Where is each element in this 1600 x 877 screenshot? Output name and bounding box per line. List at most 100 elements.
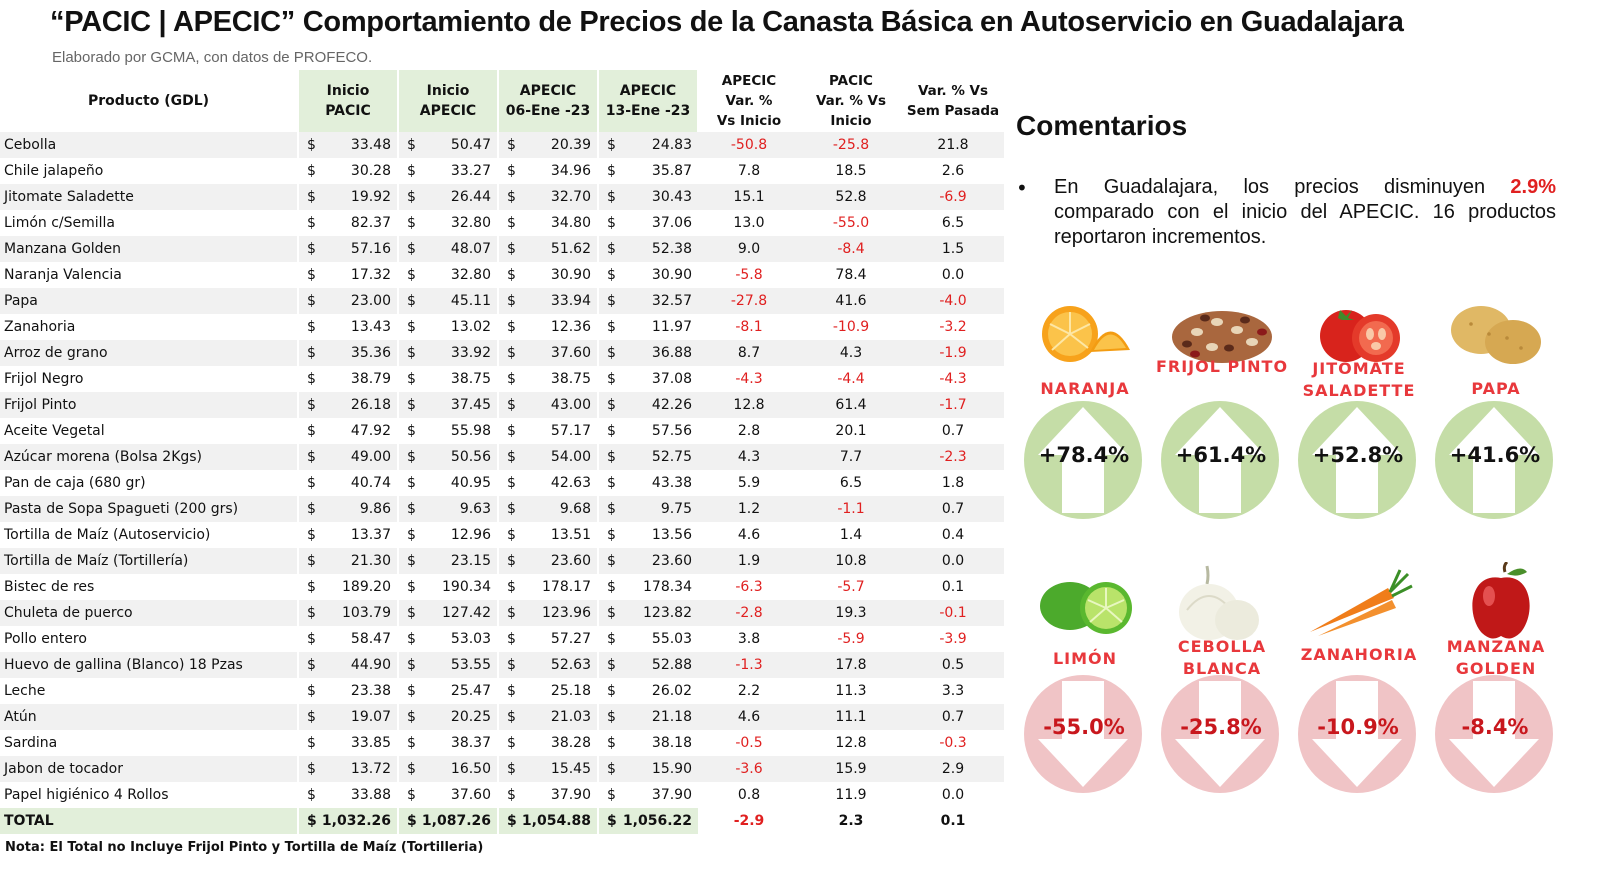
highlight-item: JITOMATE SALADETTE +52.8% [1294,0,1424,519]
percent-cell: 4.6 [698,522,800,548]
table-row: Tortilla de Maíz (Tortillería) $21.30 $23.… [0,548,1004,574]
price-cell: $25.18 [497,678,598,704]
currency-symbol: $ [307,423,316,439]
currency-symbol: $ [407,501,416,517]
currency-symbol: $ [407,423,416,439]
price-cell: $12.96 [397,522,498,548]
percent-cell: 6.5 [800,470,902,496]
price-amount: 47.92 [350,423,391,439]
product-cell: Arroz de grano [0,340,298,366]
price-cell: $9.63 [397,496,498,522]
price-amount: 30.90 [651,267,692,283]
price-amount: 57.27 [550,631,591,647]
price-cell: $17.32 [297,262,398,288]
price-value: $57.56 [599,418,698,444]
percent-cell: 19.3 [800,600,902,626]
price-cell: $58.47 [297,626,398,652]
table-row: Papa $23.00 $45.11 $33.94 $32.57 -27.8 41.6 -4.… [0,288,1004,314]
header-pacic-var: PACIC Var. % Vs Inicio [800,70,903,132]
price-amount: 52.75 [651,449,692,465]
price-value: $35.87 [599,158,698,184]
down-arrow-icon [1298,675,1416,793]
bullet-icon: • [1016,176,1028,200]
currency-symbol: $ [307,605,316,621]
percent-cell: 0.4 [902,522,1004,548]
price-amount: 15.45 [550,761,591,777]
highlight-value: -25.8% [1180,715,1262,739]
price-amount: 33.27 [450,163,491,179]
header-line: Var. % Vs [917,83,989,99]
currency-symbol: $ [407,397,416,413]
product-cell: Chile jalapeño [0,158,298,184]
price-cell: $13.56 [597,522,698,548]
price-amount: 12.36 [550,319,591,335]
table-body: Cebolla $33.48 $50.47 $20.39 $24.83 -50.8 -25.… [0,132,1004,834]
percent-cell: 7.7 [800,444,902,470]
price-amount: 1,056.22 [622,813,692,829]
table-row: Leche $23.38 $25.47 $25.18 $26.02 2.2 11.3 3.3 [0,678,1004,704]
price-value: $48.07 [399,236,497,262]
percent-cell: 0.1 [902,808,1004,834]
price-amount: 24.83 [651,137,692,153]
currency-symbol: $ [507,371,516,387]
price-amount: 40.95 [450,475,491,491]
price-amount: 25.47 [450,683,491,699]
price-cell: $9.86 [297,496,398,522]
percent-cell: 0.5 [902,652,1004,678]
price-value: $127.42 [399,600,497,626]
price-value: $19.07 [299,704,397,730]
price-amount: 37.90 [651,787,692,803]
header-line: Sem Pasada [906,103,1000,119]
price-value: $25.18 [499,678,597,704]
price-amount: 30.43 [651,189,692,205]
price-amount: 32.80 [450,215,491,231]
price-value: $37.45 [399,392,497,418]
price-amount: 52.63 [550,657,591,673]
price-amount: 30.90 [550,267,591,283]
price-value: $57.16 [299,236,397,262]
price-cell: $30.90 [597,262,698,288]
price-cell: $30.90 [497,262,598,288]
price-amount: 44.90 [350,657,391,673]
price-value: $13.37 [299,522,397,548]
currency-symbol: $ [607,371,616,387]
percent-cell: -5.8 [698,262,800,288]
price-value: $21.03 [499,704,597,730]
price-cell: $52.38 [597,236,698,262]
price-cell: $57.56 [597,418,698,444]
currency-symbol: $ [307,241,316,257]
percent-cell: 4.3 [698,444,800,470]
price-amount: 38.75 [550,371,591,387]
orange-icon [1030,292,1140,372]
price-cell: $23.15 [397,548,498,574]
currency-symbol: $ [507,813,517,829]
highlight-item: NARANJA +78.4% [1020,0,1150,519]
currency-symbol: $ [307,527,316,543]
total-row: TOTAL $1,032.26 $1,087.26 $1,054.88 $1,056.2… [0,808,1004,834]
price-amount: 21.18 [651,709,692,725]
price-cell: $32.70 [497,184,598,210]
table-row: Jitomate Saladette $19.92 $26.44 $32.70 $30.… [0,184,1004,210]
percent-cell: 13.0 [698,210,800,236]
price-cell: $1,056.22 [597,808,698,834]
percent-cell: -4.3 [698,366,800,392]
currency-symbol: $ [307,553,316,569]
price-cell: $30.28 [297,158,398,184]
price-value: $26.18 [299,392,397,418]
percent-cell: 15.9 [800,756,902,782]
percent-cell: 1.8 [902,470,1004,496]
potato-icon [1441,292,1551,372]
percent-cell: -4.4 [800,366,902,392]
price-cell: $23.60 [497,548,598,574]
table-row: Pasta de Sopa Spagueti (200 grs) $9.86 $9.… [0,496,1004,522]
currency-symbol: $ [307,735,316,751]
price-cell: $37.60 [397,782,498,808]
price-value: $37.90 [599,782,698,808]
price-cell: $23.38 [297,678,398,704]
percent-cell: 0.7 [902,704,1004,730]
price-value: $37.60 [399,782,497,808]
price-value: $38.79 [299,366,397,392]
price-value: $49.00 [299,444,397,470]
price-amount: 37.06 [651,215,692,231]
price-value: $42.26 [599,392,698,418]
